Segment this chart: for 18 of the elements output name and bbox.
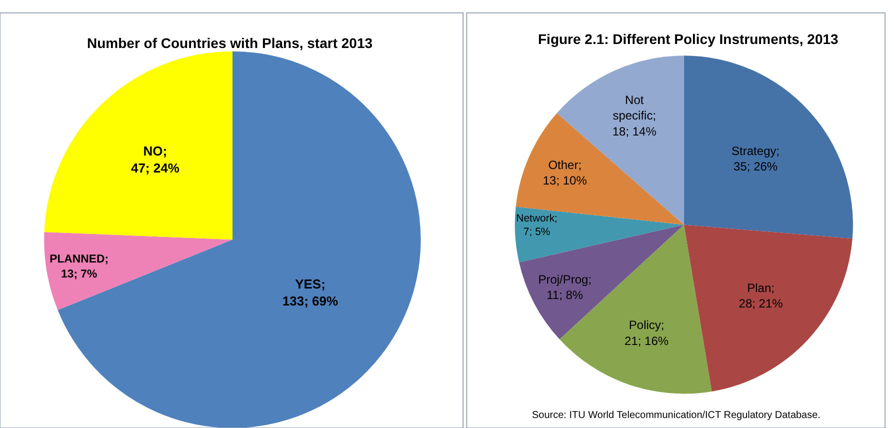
slice-label: YES; 133; 69% [282, 276, 339, 308]
pie-slice [684, 56, 853, 239]
slice-label: NO; 47; 24% [130, 143, 180, 176]
pie-slice [44, 232, 232, 310]
source-note: Source: ITU World Telecommunication/ICT Regulatory Database. [532, 410, 820, 421]
slice-label: Not specific; 18; 14% [612, 93, 657, 138]
slice-label: Network; 7; 5% [516, 213, 558, 238]
pie-slice [514, 206, 684, 262]
slice-label: PLANNED; 13; 7% [50, 254, 109, 281]
pie-slice [684, 224, 852, 392]
slice-label: Other; 13; 10% [542, 158, 588, 188]
slice-label: Proj/Prog; 11; 8% [538, 272, 592, 302]
slice-label: Plan; 28; 21% [738, 280, 784, 310]
chart-title: Figure 2.1: Different Policy Instruments, 2013 [538, 31, 839, 47]
pie-slice [44, 51, 232, 240]
chart-title: Number of Countries with Plans, start 2013 [87, 35, 373, 51]
slice-label: Policy; 21; 16% [624, 318, 669, 348]
slice-label: Strategy; 35; 26% [732, 144, 780, 174]
